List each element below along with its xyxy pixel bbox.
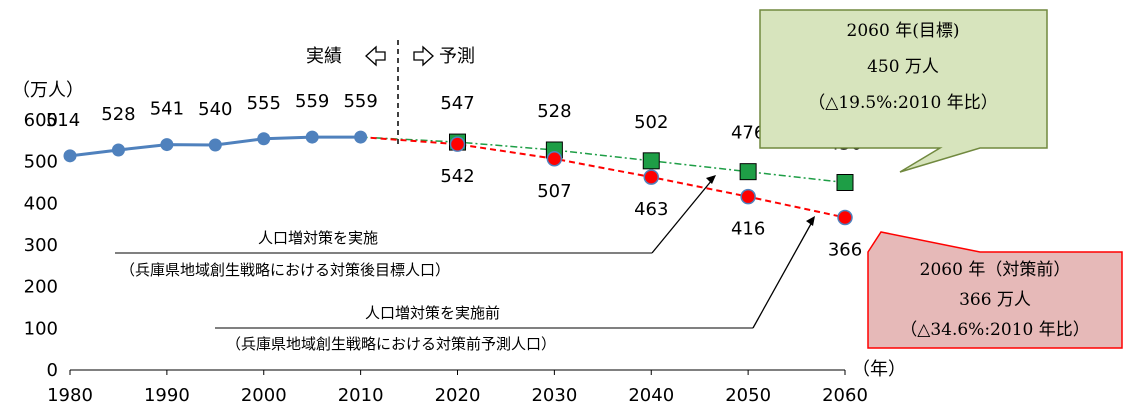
y-tick-label: 500 — [24, 152, 58, 173]
actual-data-label: 514 — [46, 110, 80, 131]
y-tick-label: 200 — [24, 277, 58, 298]
before-point — [449, 136, 466, 152]
before-data-label: 416 — [731, 219, 765, 240]
before-annotation-leader — [752, 221, 813, 329]
y-tick-label: 300 — [24, 235, 58, 256]
actual-point — [160, 138, 174, 152]
divider-label-forecast: 予測 — [439, 46, 475, 67]
target-point — [642, 152, 660, 170]
y-tick-label: 100 — [24, 318, 58, 339]
target-callout-line2: 450 万人 — [867, 57, 939, 77]
before-annotation-arrowhead — [806, 216, 815, 226]
before-annotation-line2: （兵庫県地域創生戦略における対策前予測人口） — [226, 335, 556, 353]
x-tick-label: 2050 — [725, 385, 771, 406]
before-callout-line1: 2060 年（対策前） — [920, 260, 1071, 280]
before-series-line — [360, 136, 846, 219]
before-point — [643, 169, 659, 185]
before-callout-box — [867, 231, 1123, 349]
before-data-label: 507 — [537, 181, 571, 202]
actual-data-label: 540 — [198, 99, 232, 120]
actual-data-label: 559 — [343, 91, 377, 112]
before-data-label: 542 — [440, 166, 474, 187]
target-annotation-arrowhead — [706, 175, 716, 184]
actual-data-label: 555 — [247, 93, 281, 114]
target-annotation-line2: （兵庫県地域創生戦略における対策後目標人口） — [120, 261, 450, 279]
target-data-label: 502 — [634, 112, 668, 133]
x-tick-label: 2060 — [822, 385, 868, 406]
before-annotation-line1: 人口増対策を実施前 — [365, 304, 500, 322]
target-data-label: 476 — [731, 123, 765, 144]
series-marks — [63, 130, 854, 226]
actual-data-label: 559 — [295, 91, 329, 112]
target-callout-line1: 2060 年(目標) — [847, 21, 960, 41]
before-data-label: 463 — [634, 199, 668, 220]
x-tick-label: 2040 — [628, 385, 674, 406]
x-tick-label: 2000 — [241, 385, 287, 406]
target-point — [836, 174, 854, 191]
actual-point — [305, 130, 319, 144]
target-callout-box — [759, 9, 1048, 173]
target-point — [739, 163, 757, 181]
target-annotation-leader — [651, 179, 713, 254]
actual-point — [111, 143, 125, 157]
x-tick-label: 2020 — [435, 385, 481, 406]
before-point — [546, 151, 563, 167]
target-annotation-line1: 人口増対策を実施 — [258, 229, 378, 247]
y-tick-label: 600 — [24, 110, 58, 131]
target-series-line — [360, 136, 846, 184]
actual-point — [257, 132, 271, 146]
actual-data-label: 528 — [101, 104, 135, 125]
before-callout-line3: （△34.6%:2010 年比） — [900, 320, 1089, 340]
x-tick-label: 1990 — [144, 385, 190, 406]
target-data-label: 528 — [537, 101, 571, 122]
actual-point — [354, 130, 368, 144]
left-arrow-icon — [365, 45, 386, 67]
actual-point — [208, 138, 222, 152]
before-data-label: 366 — [828, 240, 862, 261]
x-tick-label: 1980 — [47, 385, 93, 406]
before-point — [837, 209, 853, 226]
x-tick-label: 2010 — [338, 385, 384, 406]
x-axis-label: （年） — [852, 359, 906, 380]
x-tick-label: 2030 — [531, 385, 577, 406]
y-tick-label: 0 — [47, 360, 58, 381]
actual-point — [63, 149, 77, 163]
right-arrow-icon — [413, 45, 434, 67]
y-tick-labels: 0 100 200 300 400 500 600 — [24, 110, 58, 381]
y-axis-label: （万人） — [12, 80, 84, 101]
divider-label-actual: 実績 — [306, 46, 342, 67]
actual-data-label: 541 — [150, 99, 184, 120]
y-tick-label: 400 — [24, 193, 58, 214]
before-callout-line2: 366 万人 — [959, 290, 1031, 310]
target-callout-line3: （△19.5%:2010 年比） — [808, 93, 997, 113]
x-tick-labels: 1980 1990 2000 2010 2020 2030 2040 2050 2060 — [47, 370, 868, 406]
before-point — [740, 188, 756, 205]
target-data-label: 547 — [440, 93, 474, 114]
